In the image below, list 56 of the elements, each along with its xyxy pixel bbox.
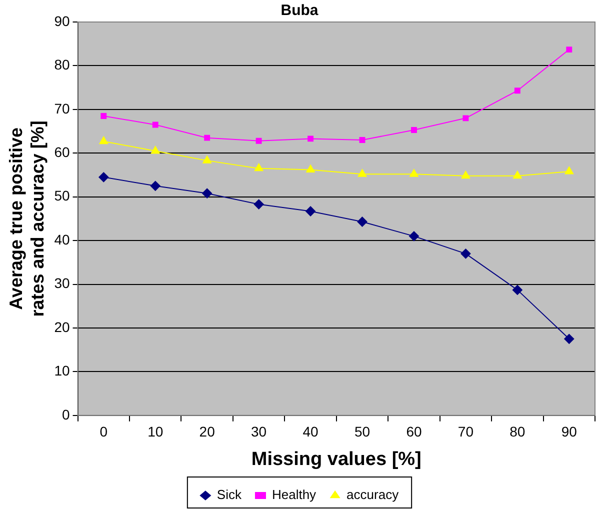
point xyxy=(410,126,417,133)
y-tick-label: 80 xyxy=(54,56,70,73)
y-tick-label: 70 xyxy=(54,100,70,116)
point xyxy=(564,166,574,174)
y-tick-label: 90 xyxy=(54,12,70,29)
point xyxy=(308,136,314,142)
point xyxy=(462,115,469,122)
x-tick-label: 40 xyxy=(302,424,319,440)
x-tick-label: 20 xyxy=(199,424,216,440)
point xyxy=(254,163,264,172)
y-tick-label: 40 xyxy=(54,231,70,248)
x-axis-title: Missing values [%] xyxy=(251,448,422,470)
point xyxy=(99,136,108,144)
x-tick-label: 90 xyxy=(561,424,578,440)
point xyxy=(152,122,158,128)
y-tick-label: 20 xyxy=(54,318,70,335)
point xyxy=(306,206,316,216)
legend-label: accuracy xyxy=(346,487,400,502)
y-tick-label: 50 xyxy=(54,188,70,204)
point xyxy=(202,156,212,164)
point xyxy=(254,199,264,210)
point xyxy=(460,248,471,259)
point xyxy=(256,138,262,144)
point xyxy=(566,46,572,53)
y-tick-label: 60 xyxy=(54,144,70,160)
y-tick-label: 10 xyxy=(54,362,70,379)
point xyxy=(150,146,160,154)
x-tick-label: 80 xyxy=(510,424,526,440)
point xyxy=(410,169,418,177)
point xyxy=(514,88,520,94)
x-tick-label: 0 xyxy=(100,424,108,440)
x-tick-label: 70 xyxy=(458,424,474,440)
point xyxy=(306,164,315,172)
x-tick-label: 50 xyxy=(354,424,370,440)
y-tick-label: 0 xyxy=(62,406,70,422)
point xyxy=(100,113,107,119)
point xyxy=(150,180,160,191)
x-tick-label: 60 xyxy=(406,424,422,440)
legend-label: Sick xyxy=(216,487,242,502)
point xyxy=(564,334,574,344)
chart-title: Buba xyxy=(280,2,319,20)
point xyxy=(98,172,109,182)
legend-label: Healthy xyxy=(272,487,317,502)
point xyxy=(513,170,522,179)
point xyxy=(359,137,366,143)
x-tick-label: 10 xyxy=(148,424,164,440)
y-axis-title: Average true positive rates and accuracy [%] xyxy=(6,120,48,317)
point xyxy=(512,284,522,295)
point xyxy=(408,231,419,242)
point xyxy=(461,170,470,179)
point xyxy=(358,169,367,177)
point xyxy=(202,188,212,198)
point xyxy=(204,134,210,141)
x-tick-label: 30 xyxy=(251,424,267,440)
y-tick-label: 30 xyxy=(54,275,70,292)
point xyxy=(357,216,368,227)
